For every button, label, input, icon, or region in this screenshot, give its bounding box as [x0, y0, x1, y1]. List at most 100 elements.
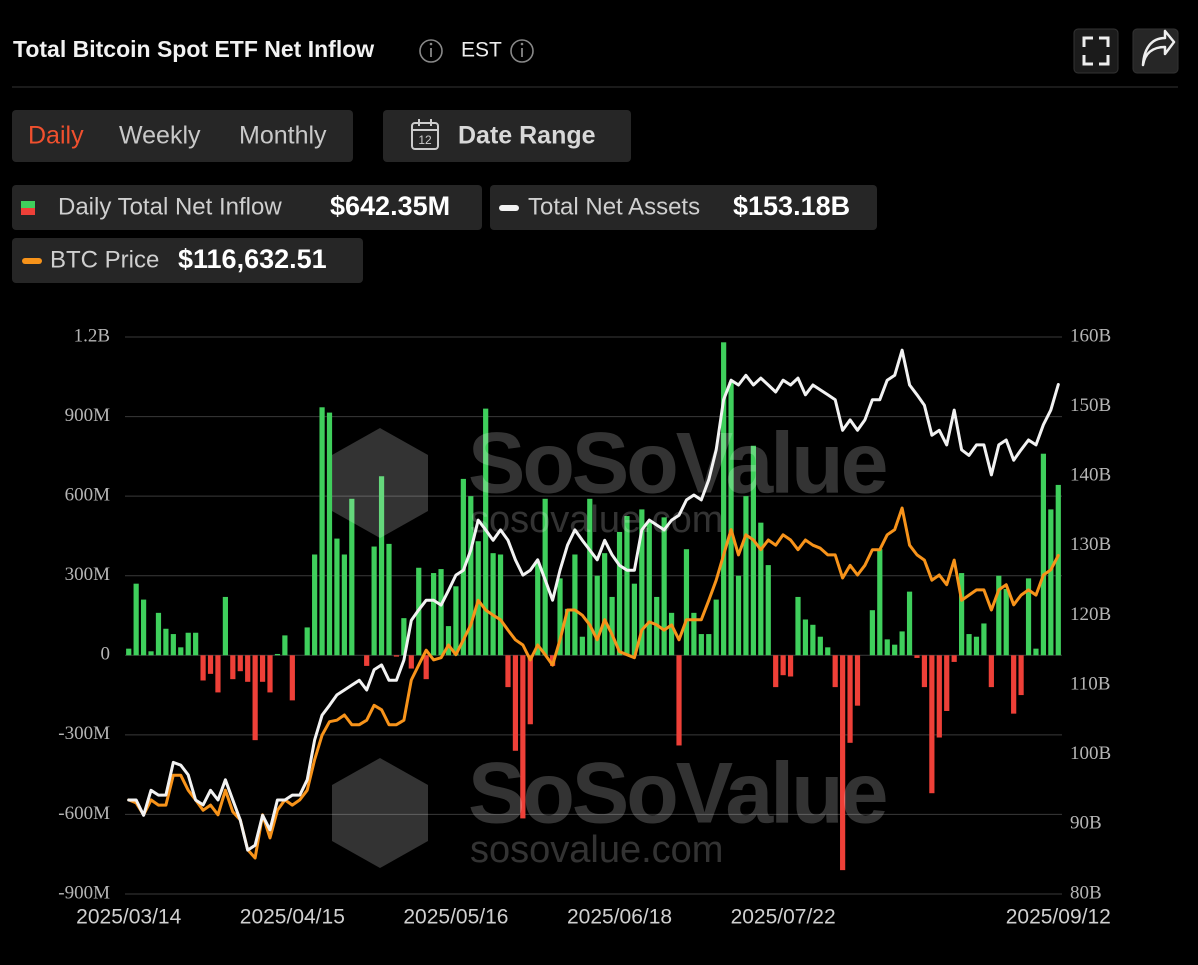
bar — [899, 631, 905, 656]
bar — [1003, 588, 1009, 656]
bar — [691, 612, 697, 656]
bar — [259, 655, 266, 682]
y2-tick-label: 90B — [1070, 813, 1102, 834]
line-series — [127, 348, 1060, 852]
bar — [966, 634, 972, 656]
date-range-label: Date Range — [458, 122, 596, 150]
bar — [646, 522, 652, 656]
bar — [572, 554, 578, 656]
period-tab[interactable]: Monthly — [239, 122, 327, 150]
bar — [973, 636, 980, 656]
bar — [996, 575, 1002, 656]
bar — [721, 342, 727, 656]
period-tab[interactable]: Daily — [28, 122, 84, 150]
legend-item[interactable]: BTC Price $116,632.51 — [12, 238, 363, 283]
bar — [207, 655, 214, 674]
info-icon[interactable] — [419, 39, 443, 63]
bar — [364, 655, 370, 666]
legend-item[interactable]: Total Net Assets $153.18B — [490, 185, 877, 230]
y2-tick-label: 160B — [1070, 325, 1111, 346]
bar — [252, 655, 258, 741]
bar — [274, 653, 281, 656]
bar — [921, 655, 928, 688]
bar — [312, 554, 318, 656]
bar — [193, 632, 199, 656]
bar — [185, 632, 191, 656]
bar — [267, 655, 273, 693]
bar — [959, 573, 965, 656]
legend-item[interactable]: Daily Total Net Inflow $642.35M — [12, 185, 482, 230]
bar — [802, 619, 809, 656]
y2-tick-label: 120B — [1070, 604, 1111, 625]
y2-tick-label: 110B — [1070, 673, 1110, 694]
bar — [854, 655, 861, 706]
bar — [170, 634, 176, 656]
plot-area: -900M -600M -300M 0 300M 600M 900M 1.2B 80B 90B 10… — [58, 325, 1111, 928]
bar — [349, 498, 355, 656]
bar — [527, 655, 533, 725]
bar — [163, 628, 169, 656]
bar — [631, 583, 638, 656]
bar — [877, 549, 883, 656]
bar — [178, 647, 184, 656]
bar — [840, 655, 846, 871]
bar — [683, 549, 690, 656]
y-tick-label: -300M — [58, 723, 110, 744]
bar — [1025, 578, 1032, 656]
bar — [728, 382, 734, 656]
bar — [378, 476, 385, 656]
bar — [817, 636, 823, 656]
legend-value: $153.18B — [733, 191, 850, 221]
bar — [944, 655, 950, 711]
bar — [906, 591, 913, 656]
fullscreen-button[interactable] — [1073, 28, 1119, 74]
bar — [780, 655, 786, 676]
bar — [594, 575, 600, 656]
bar — [505, 655, 511, 688]
bar — [825, 647, 831, 656]
bar — [334, 538, 340, 656]
period-tab[interactable]: Weekly — [119, 122, 201, 150]
x-tick-label: 2025/04/15 — [240, 906, 345, 929]
x-tick-label: 2025/03/14 — [76, 906, 181, 929]
bar — [237, 655, 243, 672]
bar — [289, 655, 295, 701]
bar — [587, 498, 593, 656]
bar — [750, 445, 756, 656]
bar — [401, 618, 407, 656]
bar — [884, 639, 890, 656]
calendar-icon-text: 12 — [418, 133, 432, 147]
bar — [579, 636, 585, 656]
bar — [668, 612, 675, 656]
bar — [765, 565, 771, 656]
bar — [698, 634, 704, 656]
bar — [140, 599, 147, 656]
y-tick-label: 0 — [101, 644, 111, 665]
legend-value: $642.35M — [330, 191, 450, 221]
line-series — [127, 506, 1060, 860]
period-tabs — [12, 110, 353, 162]
y2-tick-label: 130B — [1070, 534, 1111, 555]
legend-swatch — [21, 201, 35, 208]
bar — [155, 612, 162, 656]
date-range-button[interactable]: 12 Date Range — [383, 110, 631, 162]
bar — [616, 531, 623, 656]
y2-tick-label: 150B — [1070, 395, 1111, 416]
chart-title: Total Bitcoin Spot ETF Net Inflow — [13, 36, 374, 62]
bar — [282, 635, 288, 656]
bar — [222, 596, 228, 656]
y2-tick-label: 80B — [1070, 882, 1102, 903]
watermark-text: sosovalue.com — [470, 829, 723, 871]
bar — [869, 610, 875, 656]
bar — [215, 655, 221, 693]
bar — [512, 655, 519, 751]
bar — [706, 634, 712, 656]
legend-label: BTC Price — [50, 246, 159, 273]
bar — [936, 655, 942, 738]
bar — [743, 496, 749, 656]
share-button[interactable] — [1132, 28, 1179, 74]
info-icon[interactable] — [510, 39, 534, 63]
y-tick-label: -600M — [58, 803, 110, 824]
bar — [371, 546, 377, 656]
